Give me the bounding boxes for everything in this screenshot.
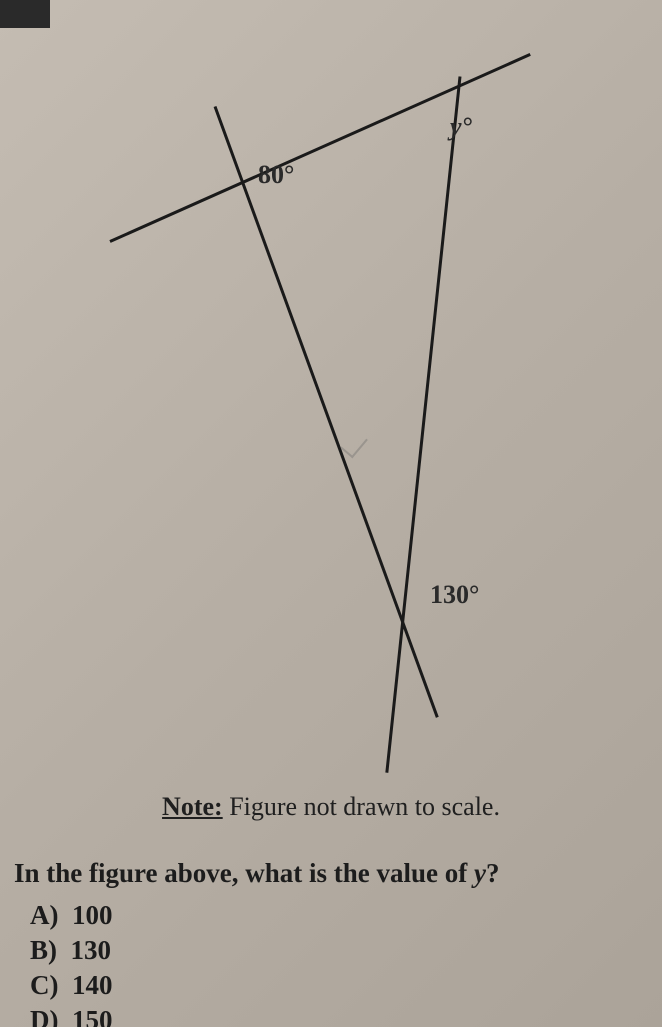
geometry-figure: 80° y° 130° (0, 40, 662, 760)
choice-letter: D) (30, 1005, 59, 1027)
choice-c[interactable]: C) 140 (30, 970, 113, 1001)
figure-line-0 (109, 53, 530, 243)
question-suffix: ? (486, 858, 500, 888)
question-variable: y (474, 858, 486, 888)
angle-80-label: 80° (258, 160, 294, 190)
choice-d[interactable]: D) 150 (30, 1005, 113, 1027)
note-label: Note: (162, 792, 223, 821)
choice-value: 100 (72, 900, 113, 930)
choice-letter: C) (30, 970, 59, 1000)
page: 80° y° 130° Note: Figure not drawn to sc… (0, 0, 662, 1027)
corner-dark (0, 0, 50, 28)
choice-value: 150 (72, 1005, 113, 1027)
choice-b[interactable]: B) 130 (30, 935, 113, 966)
choice-a[interactable]: A) 100 (30, 900, 113, 931)
choice-letter: B) (30, 935, 57, 965)
note-text: Figure not drawn to scale. (223, 792, 500, 821)
question-prefix: In the figure above, what is the value o… (14, 858, 474, 888)
question-text: In the figure above, what is the value o… (14, 858, 500, 889)
choice-letter: A) (30, 900, 59, 930)
figure-line-1 (214, 106, 439, 718)
angle-y-label: y° (450, 112, 472, 142)
answer-choices: A) 100 B) 130 C) 140 D) 150 (30, 900, 113, 1027)
tick-mark (340, 430, 368, 459)
figure-line-2 (385, 76, 461, 772)
figure-note: Note: Figure not drawn to scale. (0, 792, 662, 822)
choice-value: 130 (71, 935, 112, 965)
angle-130-label: 130° (430, 580, 479, 610)
choice-value: 140 (72, 970, 113, 1000)
